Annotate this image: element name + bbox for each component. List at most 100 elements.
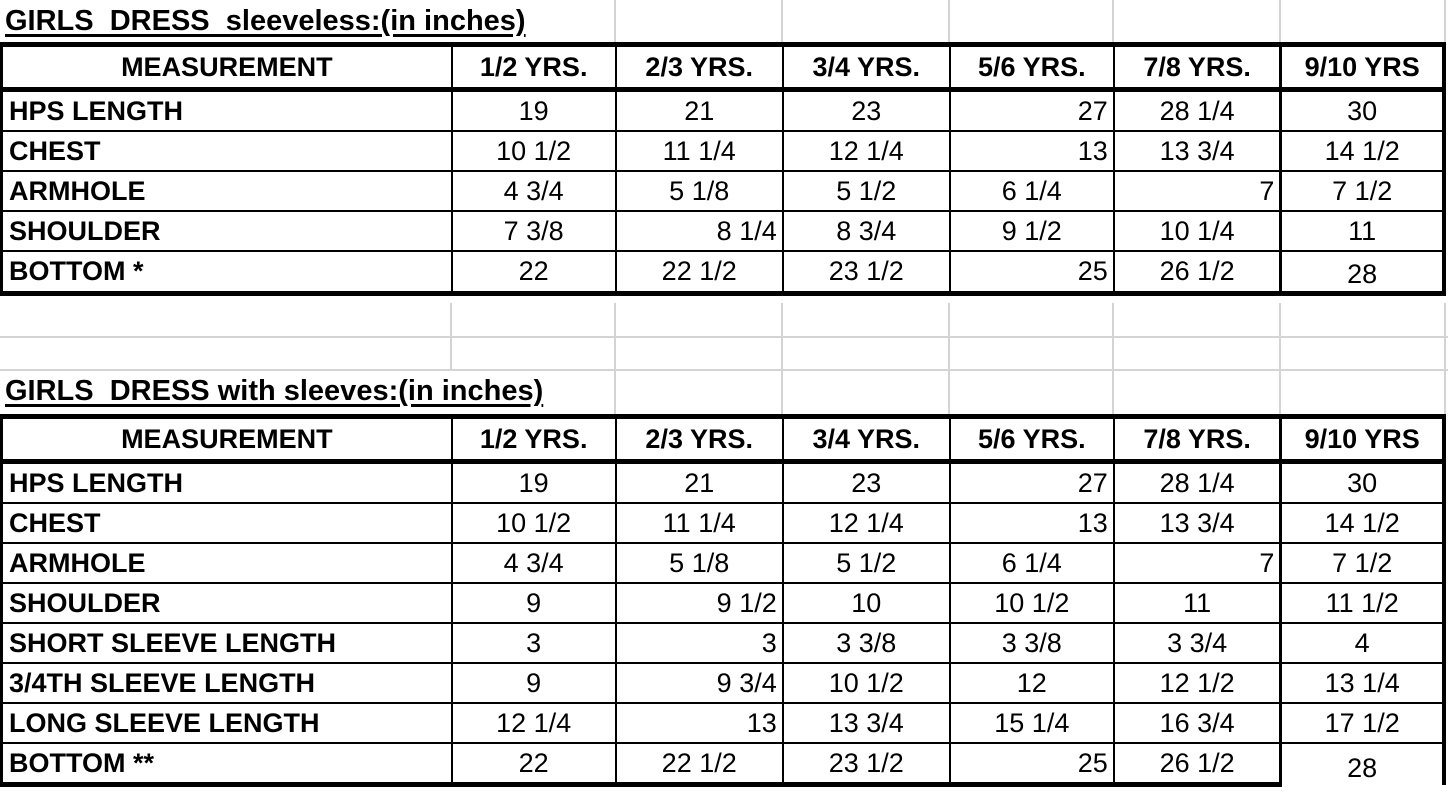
value-cell: 3 3/8 <box>948 622 1115 664</box>
value-cell: 10 <box>781 582 951 624</box>
gridline <box>1444 0 1446 42</box>
value-cell: 11 1/2 <box>1279 582 1446 624</box>
value-cell: 11 <box>1279 210 1446 252</box>
sleeveless-table-title: GIRLS DRESS sleeveless:(in inches) <box>5 5 526 37</box>
header-row: MEASUREMENT 1/2 YRS. 2/3 YRS. 3/4 YRS. 5/6 Y… <box>0 44 1444 92</box>
value-cell: 16 3/4 <box>1112 702 1282 744</box>
sleeveless-size-table: MEASUREMENT 1/2 YRS. 2/3 YRS. 3/4 YRS. 5/6 Y… <box>0 42 1446 296</box>
header-row: MEASUREMENT 1/2 YRS. 2/3 YRS. 3/4 YRS. 5/6 Y… <box>0 416 1444 464</box>
size-header-cell: 2/3 YRS. <box>614 416 783 464</box>
value-cell: 11 <box>1112 582 1282 624</box>
size-header-cell: 7/8 YRS. <box>1112 44 1281 92</box>
value-cell: 9 <box>450 662 617 704</box>
table-row: BOTTOM * 22 22 1/2 23 1/2 25 26 1/2 28 <box>0 250 1446 295</box>
size-header-cell: 5/6 YRS. <box>948 44 1114 92</box>
gridline <box>948 370 950 414</box>
value-cell: 12 1/4 <box>781 130 951 172</box>
value-cell: 19 <box>450 460 617 504</box>
gridline <box>781 0 783 42</box>
table-row: LONG SLEEVE LENGTH 12 1/4 13 13 3/4 15 1/4 16… <box>0 702 1446 744</box>
value-cell: 3 3/8 <box>781 622 951 664</box>
table-row: SHORT SLEEVE LENGTH 3 3 3 3/8 3 3/8 3 3/4 4 <box>0 622 1446 664</box>
value-cell: 13 3/4 <box>781 702 951 744</box>
value-cell: 9 1/2 <box>614 582 784 624</box>
value-cell: 13 <box>948 130 1115 172</box>
value-cell: 9 3/4 <box>614 662 784 704</box>
value-cell: 27 <box>948 460 1115 504</box>
value-cell: 10 1/2 <box>450 130 617 172</box>
gridline <box>781 370 783 414</box>
measurement-label-cell: SHOULDER <box>0 582 453 624</box>
value-cell: 11 1/4 <box>614 130 784 172</box>
size-header-cell: 2/3 YRS. <box>614 44 783 92</box>
with-sleeves-size-table: MEASUREMENT 1/2 YRS. 2/3 YRS. 3/4 YRS. 5/6 Y… <box>0 414 1446 787</box>
value-cell: 5 1/2 <box>781 170 951 212</box>
value-cell: 23 <box>781 88 951 132</box>
measurement-label-cell: LONG SLEEVE LENGTH <box>0 702 453 744</box>
value-cell: 3 3/4 <box>1112 622 1282 664</box>
value-cell: 12 1/4 <box>781 502 951 544</box>
size-header-cell: 9/10 YRS <box>1279 44 1444 92</box>
value-cell: 9 1/2 <box>948 210 1115 252</box>
measurement-label-cell: ARMHOLE <box>0 542 453 584</box>
table-row: 3/4TH SLEEVE LENGTH 9 9 3/4 10 1/2 12 12 1/2 1… <box>0 662 1446 704</box>
value-cell: 13 3/4 <box>1112 130 1282 172</box>
value-cell: 10 1/2 <box>450 502 617 544</box>
size-header-cell: 3/4 YRS. <box>781 416 950 464</box>
value-cell: 22 <box>450 250 617 295</box>
table-row: CHEST 10 1/2 11 1/4 12 1/4 13 13 3/4 14 1/2 <box>0 502 1446 544</box>
gridline <box>1444 370 1446 414</box>
value-cell: 5 1/2 <box>781 542 951 584</box>
value-cell: 22 <box>450 742 617 786</box>
value-cell: 4 <box>1279 622 1446 664</box>
measurement-label-cell: CHEST <box>0 130 453 172</box>
table-row: ARMHOLE 4 3/4 5 1/8 5 1/2 6 1/4 7 7 1/2 <box>0 542 1446 584</box>
value-cell: 28 1/4 <box>1112 88 1282 132</box>
gridline <box>614 370 616 414</box>
gridline <box>1279 0 1281 42</box>
table-row: SHOULDER 9 9 1/2 10 10 1/2 11 11 1/2 <box>0 582 1446 624</box>
measurement-label-cell: BOTTOM ** <box>0 742 453 786</box>
value-cell: 19 <box>450 88 617 132</box>
value-cell: 15 1/4 <box>948 702 1115 744</box>
value-cell: 4 3/4 <box>450 542 617 584</box>
measurement-label-cell: 3/4TH SLEEVE LENGTH <box>0 662 453 704</box>
value-cell: 23 1/2 <box>781 250 951 295</box>
value-cell: 21 <box>614 460 784 504</box>
value-cell: 7 3/8 <box>450 210 617 252</box>
value-cell: 13 3/4 <box>1112 502 1282 544</box>
gridline <box>948 0 950 42</box>
table-row: CHEST 10 1/2 11 1/4 12 1/4 13 13 3/4 14 1/2 <box>0 130 1446 172</box>
value-cell: 22 1/2 <box>614 250 784 295</box>
value-cell: 12 1/4 <box>450 702 617 744</box>
value-cell: 7 1/2 <box>1279 542 1446 584</box>
gridline <box>1112 370 1114 414</box>
value-cell: 23 <box>781 460 951 504</box>
value-cell: 9 <box>450 582 617 624</box>
value-cell: 28 <box>1279 250 1446 295</box>
gridline <box>0 336 1448 338</box>
value-cell: 6 1/4 <box>948 542 1115 584</box>
measurement-header-cell: MEASUREMENT <box>0 44 452 92</box>
size-header-cell: 5/6 YRS. <box>948 416 1114 464</box>
value-cell: 22 1/2 <box>614 742 784 786</box>
value-cell: 17 1/2 <box>1279 702 1446 744</box>
measurement-header-cell: MEASUREMENT <box>0 416 452 464</box>
value-cell: 27 <box>948 88 1115 132</box>
measurement-label-cell: HPS LENGTH <box>0 88 453 132</box>
value-cell: 13 <box>614 702 784 744</box>
size-header-cell: 3/4 YRS. <box>781 44 950 92</box>
value-cell: 10 1/2 <box>948 582 1115 624</box>
value-cell: 28 <box>1279 742 1446 785</box>
gridline <box>0 369 1448 371</box>
value-cell: 3 <box>450 622 617 664</box>
value-cell: 26 1/2 <box>1112 250 1282 295</box>
measurement-label-cell: SHORT SLEEVE LENGTH <box>0 622 453 664</box>
size-header-cell: 9/10 YRS <box>1279 416 1444 464</box>
size-header-cell: 1/2 YRS. <box>450 416 616 464</box>
measurement-label-cell: SHOULDER <box>0 210 453 252</box>
value-cell: 5 1/8 <box>614 542 784 584</box>
value-cell: 4 3/4 <box>450 170 617 212</box>
value-cell: 30 <box>1279 460 1446 504</box>
